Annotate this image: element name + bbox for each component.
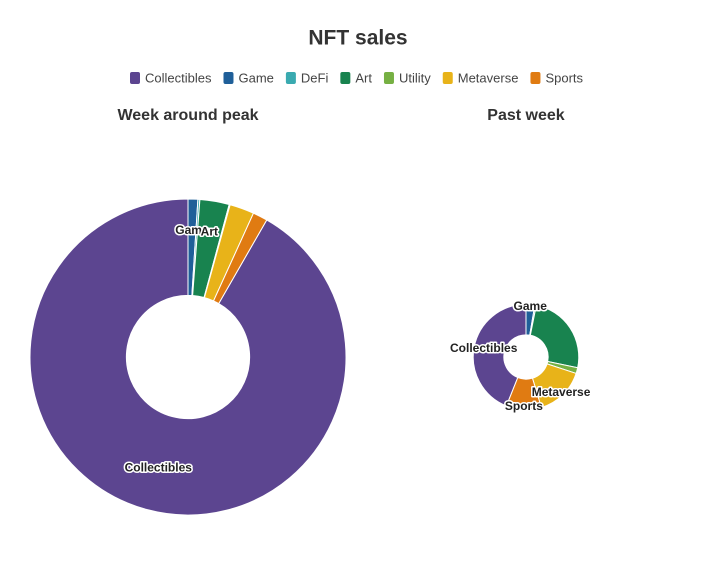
slice-label: Game: [175, 223, 209, 237]
chart-subtitle: Past week: [487, 107, 564, 124]
donut-slice: [472, 303, 527, 407]
legend-swatch: [285, 72, 296, 84]
donut-slice: [529, 304, 580, 369]
legend-swatch: [340, 72, 351, 84]
legend: Collectibles Game DeFi Art Utility Metaverse S…: [130, 70, 584, 85]
donut-slice: [505, 376, 543, 411]
legend-label: Utility: [399, 70, 431, 85]
slice-label: Metaverse: [532, 385, 591, 399]
legend-swatch: [442, 72, 453, 84]
slice-label: Collectibles: [125, 461, 193, 475]
slice-label: Art: [201, 225, 218, 239]
slice-label: Sports: [505, 399, 543, 413]
legend-swatch: [223, 72, 234, 84]
legend-label: Game: [238, 70, 273, 85]
chart-title: NFT sales: [308, 27, 407, 50]
donut-slice: [29, 198, 347, 516]
legend-swatch: [530, 72, 541, 84]
legend-swatch: [130, 72, 140, 84]
legend-label: Metaverse: [458, 70, 519, 85]
donut-slice: [212, 212, 268, 305]
slice-label: Game: [514, 299, 548, 313]
legend-swatch: [383, 72, 394, 84]
legend-label: Sports: [545, 70, 583, 85]
legend-label: Art: [355, 70, 372, 85]
legend-label: Collectibles: [145, 70, 212, 85]
legend-label: DeFi: [301, 70, 329, 85]
chart-subtitle: Week around peak: [117, 107, 258, 124]
slice-label: Collectibles: [450, 341, 518, 355]
